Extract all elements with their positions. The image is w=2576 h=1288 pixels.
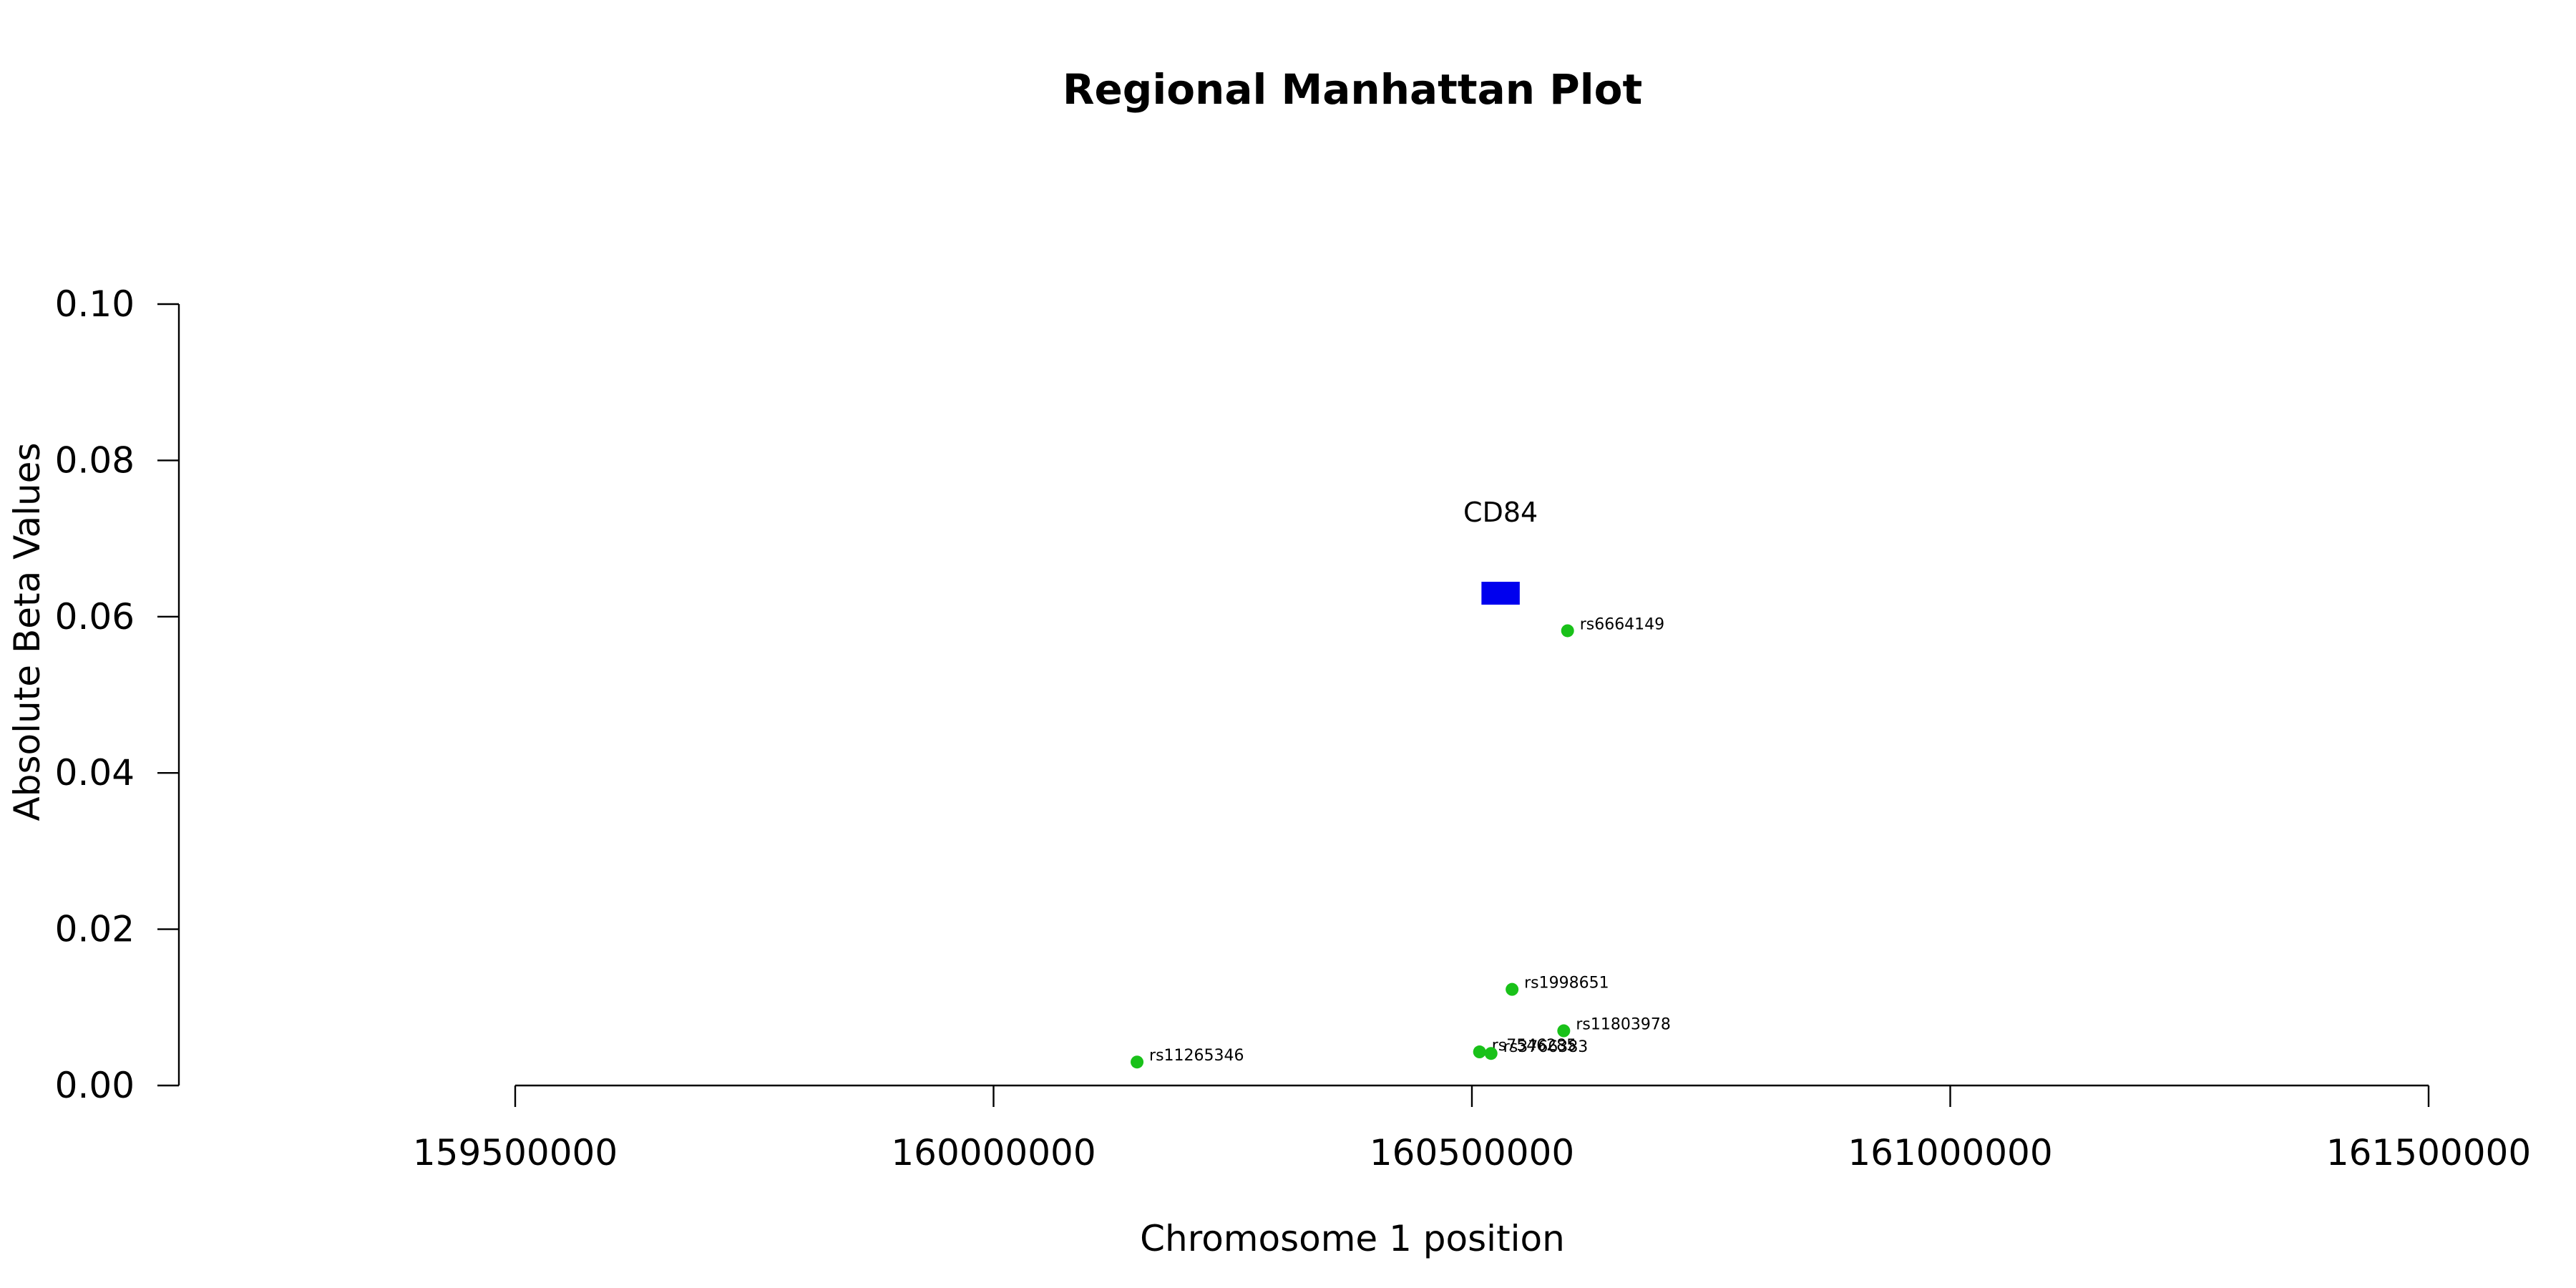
gene-marker [1481,582,1520,605]
y-axis-label: Absolute Beta Values [6,443,48,821]
x-axis: 159500000 160000000 160500000 161000000 1615… [413,1084,2531,1174]
snp-label: rs11803978 [1576,1016,1670,1034]
y-tick-label: 0.10 [55,283,135,325]
x-tick-label: 161000000 [1848,1132,2052,1174]
y-tick-label: 0.04 [55,752,135,794]
x-tick-label: 159500000 [413,1132,618,1174]
x-tick-label: 160000000 [891,1132,1096,1174]
snp-point [1484,1047,1498,1060]
snp-point [1131,1055,1144,1069]
x-axis-label: Chromosome 1 position [1140,1218,1565,1259]
x-tick-label: 161500000 [2326,1132,2531,1174]
snp-point [1557,1024,1571,1038]
snp-point [1506,982,1519,996]
snp-label: rs11265346 [1149,1047,1244,1065]
y-tick-label: 0.00 [55,1065,135,1106]
x-tick-label: 160500000 [1370,1132,1574,1174]
y-tick-label: 0.08 [55,439,135,481]
snp-label: rs1998651 [1524,975,1609,992]
snp-point [1473,1045,1486,1059]
gene-layer: CD84 [1463,497,1538,605]
y-tick-label: 0.02 [55,909,135,950]
snp-label: rs6664149 [1580,615,1665,633]
snp-label: rs7546285 [1492,1037,1577,1055]
snp-point [1561,624,1574,638]
y-tick-label: 0.06 [55,596,135,638]
y-axis: 0.00 0.02 0.04 0.06 0.08 0.10 [55,283,180,1106]
gene-label: CD84 [1463,497,1538,528]
snp-label: rs3766383 [1503,1038,1589,1056]
chart-title: Regional Manhattan Plot [1063,65,1642,114]
